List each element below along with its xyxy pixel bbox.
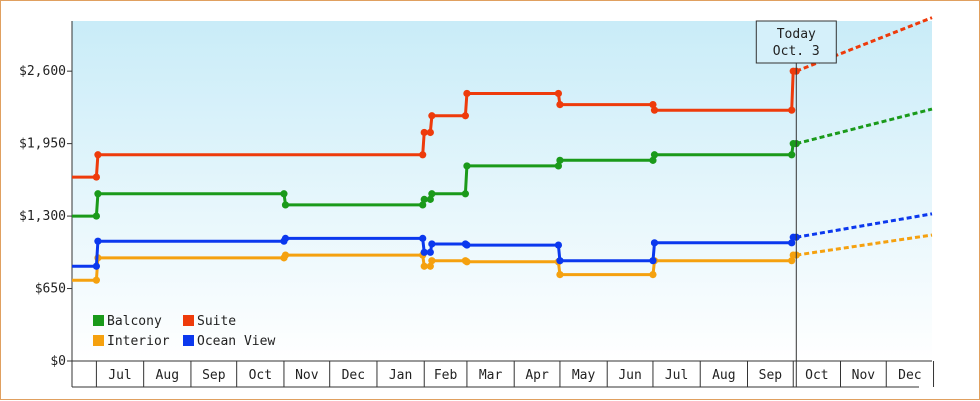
point-suite-8 [463, 89, 471, 98]
point-balcony-6 [420, 195, 428, 203]
x-tick-label-17: Dec [898, 368, 921, 383]
point-ocean-view-1 [92, 262, 100, 270]
x-tick-label-8: Mar [479, 368, 503, 383]
x-tick-label-14: Sep [759, 368, 783, 383]
point-interior-12 [556, 271, 564, 279]
point-suite-1 [92, 173, 100, 181]
y-tick-label-1: $650 [35, 282, 66, 297]
point-balcony-14 [650, 151, 659, 159]
point-ocean-view-2 [94, 237, 102, 245]
point-suite-5 [426, 128, 434, 137]
point-balcony-10 [463, 162, 471, 170]
x-tick-label-16: Nov [852, 368, 876, 383]
point-suite-10 [556, 101, 564, 109]
legend-swatch-balcony [93, 315, 104, 326]
point-ocean-view-4 [281, 234, 290, 242]
series-forecast-ocean-view [796, 212, 933, 239]
point-balcony-12 [556, 156, 564, 164]
point-ocean-view-10 [463, 241, 471, 249]
point-ocean-view-8 [428, 240, 436, 248]
point-balcony-1 [92, 212, 100, 220]
series-forecast-interior [796, 233, 933, 257]
y-tick-label-4: $2,600 [19, 64, 66, 79]
y-tick-label-3: $1,950 [19, 137, 66, 152]
point-balcony-9 [461, 190, 470, 198]
today-label: Today [777, 27, 816, 42]
point-interior-4 [281, 251, 290, 259]
series-line-interior [72, 253, 797, 282]
point-balcony-7 [426, 195, 434, 203]
point-ocean-view-15 [788, 239, 796, 247]
point-balcony-5 [419, 201, 427, 209]
x-tick-label-15: Oct [805, 368, 828, 383]
x-tick-label-2: Sep [202, 368, 226, 383]
point-ocean-view-12 [556, 257, 564, 265]
point-ocean-view-7 [426, 248, 434, 256]
x-tick-label-11: Jun [618, 368, 641, 383]
point-ocean-view-6 [420, 248, 428, 256]
legend-label-interior: Interior [107, 334, 170, 349]
series-forecast-balcony [795, 107, 933, 146]
x-tick-label-5: Dec [342, 368, 365, 383]
point-balcony-2 [94, 190, 102, 198]
series-line-suite [72, 69, 797, 179]
point-interior-7 [426, 262, 434, 270]
y-tick-label-0: $0 [50, 354, 66, 369]
point-interior-6 [420, 262, 428, 270]
point-balcony-3 [280, 190, 288, 198]
point-suite-6 [428, 112, 436, 120]
today-date-label: Oct. 3 [773, 44, 820, 59]
x-tick-label-0: Jul [108, 368, 131, 383]
point-suite-7 [461, 112, 470, 120]
point-balcony-15 [788, 151, 796, 159]
legend-label-suite: Suite [197, 314, 236, 329]
point-ocean-view-13 [649, 257, 657, 265]
x-tick-label-4: Nov [295, 368, 319, 383]
y-tick-label-2: $1,300 [19, 209, 66, 224]
point-suite-4 [420, 128, 428, 137]
legend-label-balcony: Balcony [107, 314, 162, 329]
series-line-ocean-view [72, 235, 797, 268]
legend-swatch-interior [93, 335, 104, 346]
point-interior-10 [463, 258, 471, 266]
point-interior-1 [92, 276, 100, 284]
point-balcony-4 [281, 201, 290, 209]
point-ocean-view-14 [650, 239, 659, 247]
legend-swatch-suite [183, 315, 194, 326]
x-tick-label-12: Jul [665, 368, 688, 383]
today-callout-box [755, 20, 837, 64]
plot-background [72, 21, 932, 361]
point-balcony-11 [554, 162, 563, 170]
x-tick-label-6: Jan [389, 368, 412, 383]
point-suite-11 [649, 101, 657, 109]
legend-swatch-ocean-view [183, 335, 194, 346]
x-tick-label-13: Aug [712, 368, 735, 383]
point-interior-15 [788, 257, 796, 265]
point-suite-13 [788, 106, 796, 114]
point-suite-3 [419, 151, 427, 159]
x-tick-label-1: Aug [156, 368, 179, 383]
x-tick-label-9: Apr [525, 368, 549, 383]
point-balcony-13 [649, 156, 657, 164]
point-balcony-8 [428, 190, 436, 198]
series-line-balcony [72, 142, 797, 218]
legend-label-ocean-view: Ocean View [197, 334, 275, 349]
x-tick-label-7: Feb [434, 368, 458, 383]
point-suite-9 [554, 89, 563, 98]
point-suite-12 [650, 106, 659, 114]
x-tick-label-3: Oct [249, 368, 272, 383]
point-suite-2 [94, 151, 102, 159]
x-tick-label-10: May [572, 368, 596, 383]
point-interior-13 [649, 271, 657, 279]
point-interior-8 [428, 257, 436, 265]
point-ocean-view-11 [554, 241, 563, 249]
point-ocean-view-5 [419, 234, 427, 242]
